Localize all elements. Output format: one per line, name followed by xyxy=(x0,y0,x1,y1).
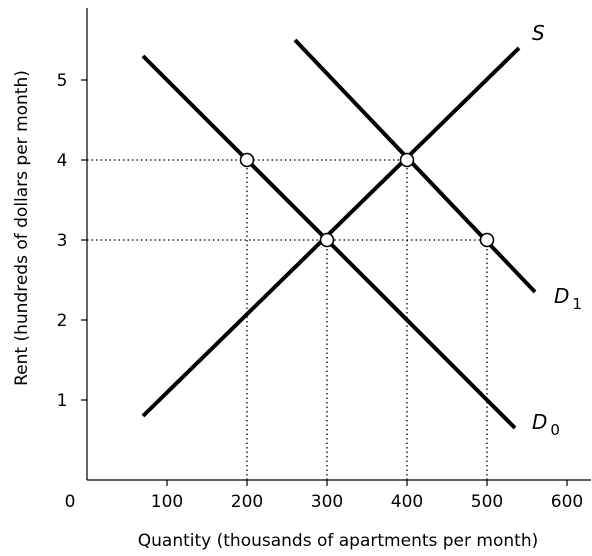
x-tick-label-0: 0 xyxy=(65,492,76,512)
point-300-3 xyxy=(319,232,335,248)
y-axis-title: Rent (hundreds of dollars per month) xyxy=(12,70,32,386)
x-tick-label-400: 400 xyxy=(391,492,423,512)
y-tick-label-1: 1 xyxy=(57,391,68,411)
x-tick-label-100: 100 xyxy=(151,492,183,512)
curve-D1 xyxy=(293,38,537,294)
curve-label-subscript-D0: 0 xyxy=(550,421,560,439)
point-500-3 xyxy=(479,232,495,248)
equilibrium-points xyxy=(239,152,495,248)
y-tick-label-5: 5 xyxy=(57,71,68,91)
curve-label-S: S xyxy=(532,21,545,45)
x-axis-title: Quantity (thousands of apartments per mo… xyxy=(138,531,538,551)
x-tick-label-500: 500 xyxy=(471,492,503,512)
y-tick-label-2: 2 xyxy=(57,311,68,331)
x-tick-label-600: 600 xyxy=(551,492,583,512)
point-200-4 xyxy=(239,152,255,168)
curves xyxy=(141,38,537,430)
guide-lines xyxy=(87,159,488,480)
curve-S xyxy=(141,46,521,418)
x-tick-label-200: 200 xyxy=(231,492,263,512)
curve-label-subscript-D1: 1 xyxy=(572,295,582,313)
y-tick-label-4: 4 xyxy=(57,151,68,171)
point-400-4 xyxy=(399,152,415,168)
labels: 0 100 200 300 400 500 600 1 2 3 4 5 Quantity (thousa… xyxy=(12,21,583,551)
axes xyxy=(81,8,591,486)
y-tick-label-3: 3 xyxy=(57,231,68,251)
x-tick-label-300: 300 xyxy=(311,492,343,512)
